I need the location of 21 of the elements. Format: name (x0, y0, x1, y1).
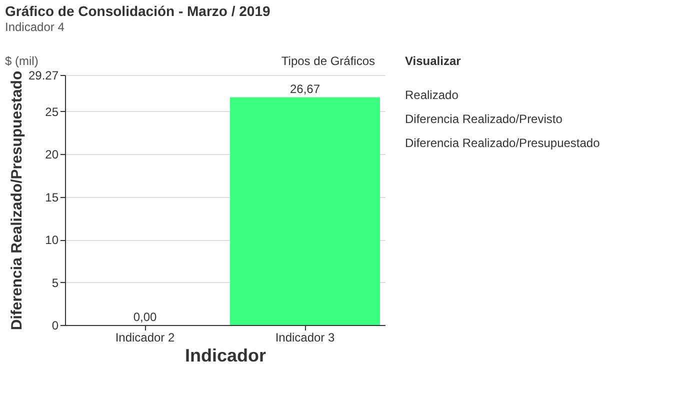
text: Diferencia Realizado/Presupuestado (405, 136, 600, 150)
y-axis-title: Diferencia Realizado/Presupuestado (8, 70, 26, 330)
text: Realizado (405, 88, 459, 102)
chart-title: Gráfico de Consolidación - Marzo / 2019 (5, 3, 270, 19)
text: $ (mil) (5, 54, 38, 68)
text: Diferencia Realizado/Previsto (405, 112, 563, 126)
x-tick-label: Indicador 2 (115, 330, 176, 344)
x-tick-label: Indicador 3 (275, 330, 336, 344)
y-tick-label: 20 (45, 148, 59, 162)
y-tick-label: 25 (45, 104, 59, 119)
data-label: 26,67 (290, 82, 320, 96)
y-tick-label: 15 (45, 190, 59, 204)
chart-subtitle: Indicador 4 (5, 20, 65, 34)
y-tick-label: 10 (45, 233, 59, 248)
x-axis-title: Indicador (184, 346, 266, 366)
y-tick-label: 29.27 (28, 68, 59, 82)
y-tick-label: 0 (52, 318, 59, 332)
data-label: 0,00 (133, 310, 157, 324)
y-tick-label: 5 (52, 276, 59, 290)
text: Visualizar (405, 54, 462, 68)
text: Tipos de Gráficos (281, 54, 375, 68)
